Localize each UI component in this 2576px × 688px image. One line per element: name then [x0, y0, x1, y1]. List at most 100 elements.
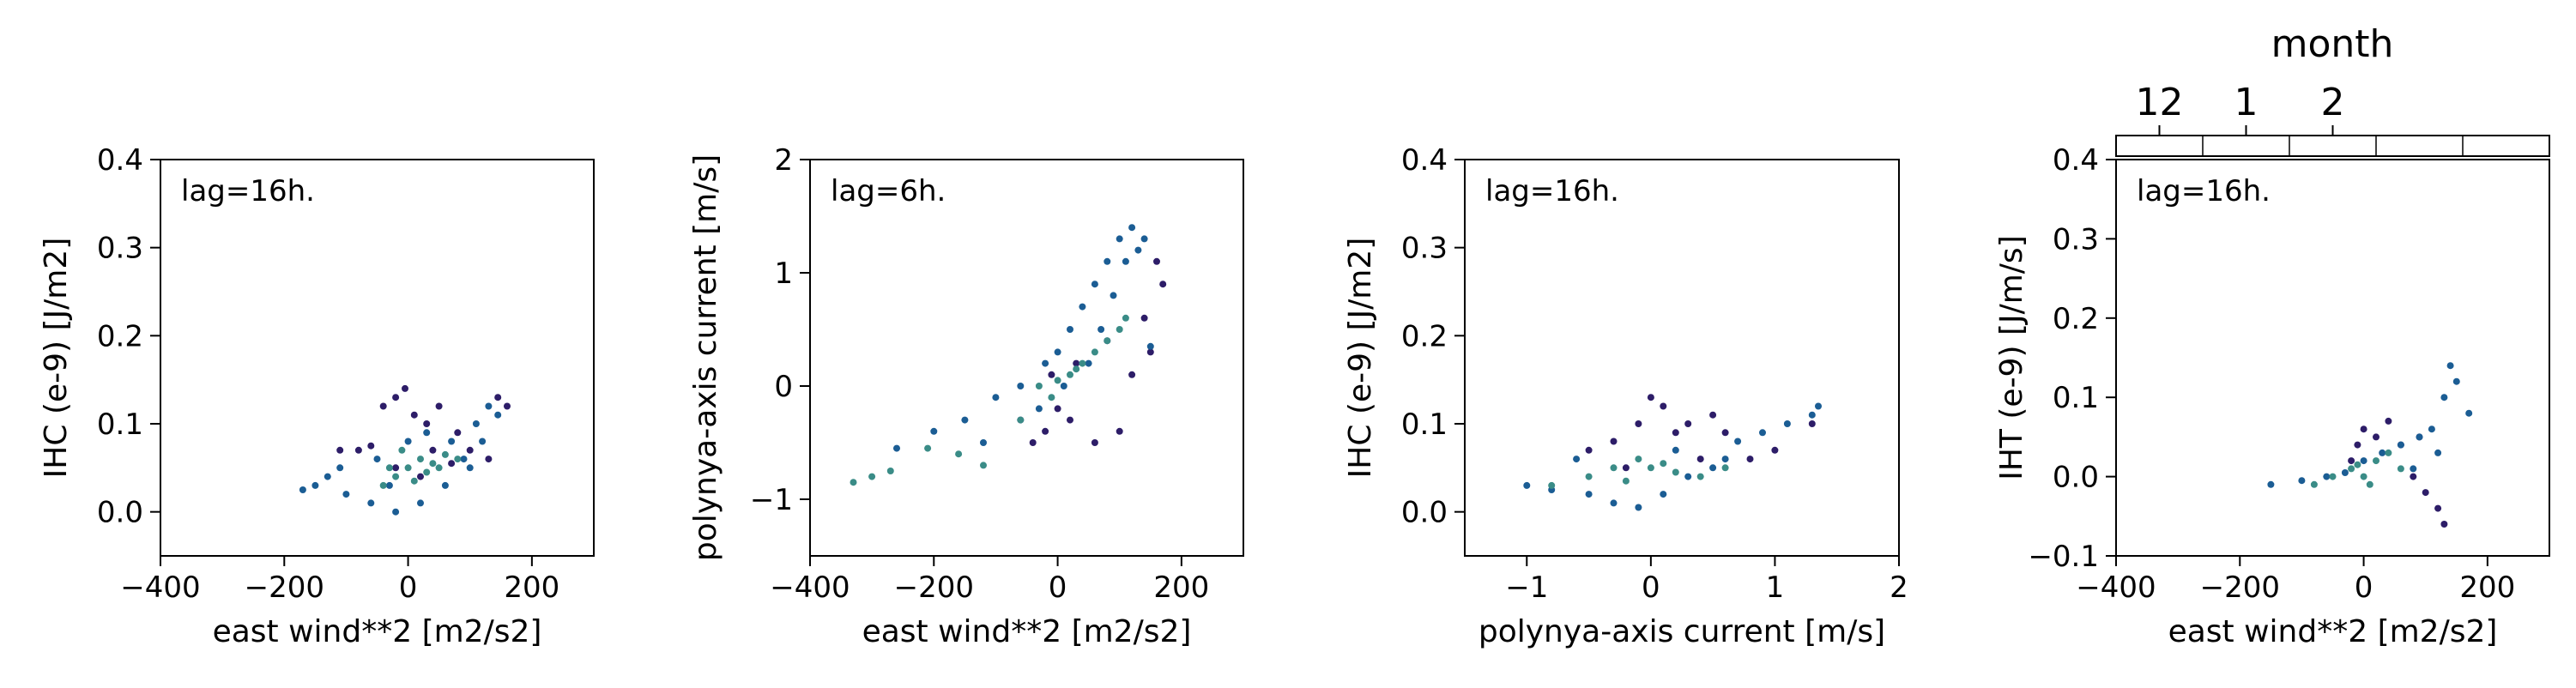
data-point	[1104, 257, 1111, 265]
data-point	[1808, 420, 1816, 427]
data-point	[410, 411, 418, 419]
data-point	[1110, 292, 1117, 299]
y-tick-label: 0.3	[1401, 232, 1448, 266]
data-point	[2416, 433, 2423, 441]
x-axis-label: polynya-axis current [m/s]	[1478, 614, 1885, 649]
data-point	[1079, 359, 1086, 367]
data-point	[2360, 473, 2367, 480]
data-point	[1116, 427, 1123, 435]
data-point	[1067, 371, 1073, 378]
y-tick-label: 2	[774, 143, 793, 178]
data-point	[1672, 429, 1679, 437]
data-point	[1660, 402, 1667, 410]
y-tick-label: 0.2	[2053, 302, 2099, 336]
x-tick-label: 0	[1049, 570, 1067, 605]
axes-frame	[2115, 159, 2550, 557]
data-point	[1035, 405, 1043, 413]
data-point	[417, 456, 424, 463]
data-point	[2434, 504, 2442, 512]
x-axis-label: east wind**2 [m2/s2]	[213, 614, 542, 649]
data-point	[1153, 257, 1160, 265]
colorbar-tick-label: 1	[2234, 81, 2259, 124]
colorbar-tick-label: 12	[2136, 81, 2184, 124]
data-point	[1091, 439, 1098, 446]
x-tick-label: 200	[1153, 570, 1209, 605]
data-point	[379, 402, 387, 410]
data-point	[1104, 337, 1111, 345]
data-point	[336, 464, 344, 472]
data-point	[1610, 499, 1618, 507]
data-point	[961, 416, 969, 424]
data-point	[1060, 383, 1067, 389]
data-point	[2354, 441, 2361, 449]
data-point	[1684, 473, 1692, 480]
data-point	[392, 508, 400, 516]
lag-annotation: lag=16h.	[1485, 174, 1619, 208]
data-point	[1622, 464, 1630, 472]
data-point	[2310, 480, 2318, 488]
data-point	[417, 473, 424, 480]
panel-1: −400 −200 0 200 0.0 0.1 0.2 0.3 0.4 east wind**2 …	[39, 143, 595, 649]
data-point	[410, 477, 418, 485]
data-point	[955, 450, 963, 458]
data-point	[1647, 394, 1654, 401]
data-point	[448, 438, 456, 445]
data-point	[1684, 420, 1692, 427]
data-point	[2267, 480, 2275, 488]
series-1	[2348, 417, 2448, 528]
x-tick-label: 0	[1642, 570, 1660, 605]
data-point	[1808, 411, 1816, 419]
series-3	[1548, 456, 1729, 489]
data-point	[2373, 433, 2379, 441]
data-point	[1116, 235, 1123, 243]
data-point	[1585, 473, 1593, 480]
data-point	[417, 499, 424, 507]
data-point	[429, 460, 437, 468]
data-point	[868, 473, 876, 480]
data-point	[1709, 411, 1717, 419]
data-point	[402, 384, 408, 392]
x-tick-label: −200	[2200, 570, 2280, 605]
y-tick-label: 0.1	[2053, 381, 2099, 415]
data-point	[1140, 314, 1148, 322]
data-point	[1054, 405, 1061, 413]
data-point	[1721, 464, 1729, 472]
data-point	[1696, 473, 1704, 480]
data-point	[1734, 438, 1742, 445]
panel-4: −400 −200 0 200 −0.1 0.0 0.1 0.2 0.3 0.4 east wind…	[1994, 143, 2550, 649]
scatter-points	[2267, 362, 2473, 528]
data-point	[2422, 489, 2429, 497]
data-point	[1746, 456, 1754, 463]
data-point	[392, 394, 400, 401]
x-tick-label: −200	[894, 570, 974, 605]
y-tick-label: 0.4	[2053, 143, 2099, 178]
y-tick-label: 1	[774, 256, 793, 291]
x-tick-label: 0	[399, 570, 418, 605]
data-point	[494, 394, 502, 401]
data-point	[392, 473, 400, 480]
data-point	[2366, 480, 2373, 488]
data-point	[311, 481, 319, 489]
y-tick-label: 0.1	[1401, 407, 1448, 442]
y-tick-label: 0.0	[97, 496, 143, 530]
data-point	[1660, 460, 1667, 468]
data-point	[1048, 394, 1055, 401]
axes-frame	[1464, 159, 1900, 557]
data-point	[472, 420, 480, 427]
x-axis-label: east wind**2 [m2/s2]	[2168, 614, 2498, 649]
y-tick-label: 0.4	[1401, 143, 1448, 178]
data-point	[1721, 429, 1729, 437]
scatter-points	[299, 384, 511, 516]
data-point	[367, 442, 375, 450]
x-tick-label: 200	[2459, 570, 2515, 605]
data-point	[2410, 465, 2417, 473]
data-point	[1054, 348, 1061, 356]
data-point	[1146, 348, 1154, 356]
x-tick-label: 1	[1766, 570, 1785, 605]
data-point	[2341, 469, 2349, 476]
data-point	[1585, 446, 1593, 454]
lag-annotation: lag=6h.	[831, 174, 946, 208]
y-tick-label: 0.0	[2053, 461, 2099, 495]
data-point	[367, 499, 375, 507]
